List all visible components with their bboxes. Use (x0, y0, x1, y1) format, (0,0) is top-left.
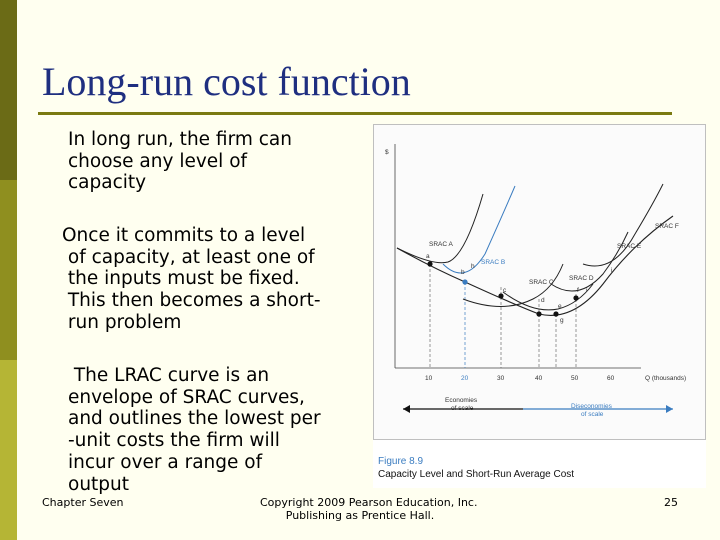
lrac-curve (396, 215, 674, 316)
footer-copyright-line2: Publishing as Prentice Hall. (285, 509, 435, 522)
slide-title: Long-run cost function (42, 59, 411, 104)
left-accent-bar-top (0, 0, 17, 180)
figure-caption: Capacity Level and Short-Run Average Cos… (378, 469, 575, 480)
srac-a-label: SRAC A (429, 241, 454, 248)
point-label: e (558, 303, 562, 310)
x-tick-label: 30 (497, 375, 505, 382)
diseconomies-label-line1: Diseconomies (571, 403, 613, 410)
x-tick-label: 10 (425, 375, 433, 382)
srac-b-label: SRAC B (481, 259, 505, 266)
footer-copyright: Copyright 2009 Pearson Education, Inc. P… (260, 496, 478, 522)
tangency-points (427, 261, 579, 317)
cost-curve-figure: $ Q (thousands) 10 20 30 40 50 60 (373, 124, 706, 488)
figure-number: Figure 8.9 (378, 456, 424, 467)
point-label: d (541, 297, 545, 304)
x-tick-label: 20 (461, 375, 469, 382)
point-label: j (610, 267, 612, 274)
x-tick-label: 50 (571, 375, 579, 382)
x-axis-label: Q (thousands) (645, 375, 686, 382)
point-label: c (503, 287, 507, 294)
diseconomies-arrowhead (666, 405, 673, 413)
point-label: f (577, 287, 579, 294)
y-axis-symbol: $ (385, 149, 389, 156)
srac-curves (396, 183, 664, 311)
economies-label-line2: of scale (451, 405, 474, 412)
paragraph-choose-capacity: In long run, the firm can choose any lev… (68, 129, 292, 194)
diseconomies-label-line2: of scale (581, 411, 604, 418)
left-accent-bar-bottom (0, 360, 17, 540)
point-label: h (471, 263, 475, 270)
paragraph-lrac-envelope: The LRAC curve is an envelope of SRAC cu… (68, 365, 321, 495)
figure-plot-area (373, 124, 706, 440)
point-label: a (426, 253, 430, 260)
left-accent-bar-middle (0, 180, 17, 360)
economies-arrowhead (403, 405, 410, 413)
x-tick-label: 60 (607, 375, 615, 382)
srac-e-label: SRAC E (617, 243, 642, 250)
srac-d-label: SRAC D (569, 275, 594, 282)
title-underline (38, 112, 672, 115)
x-tick-label: 40 (535, 375, 543, 382)
srac-lrac-diagram: $ Q (thousands) 10 20 30 40 50 60 (385, 144, 686, 418)
srac-c-label: SRAC C (529, 279, 554, 286)
footer-copyright-line1: Copyright 2009 Pearson Education, Inc. (260, 496, 478, 509)
economies-label-line1: Economies (445, 397, 478, 404)
paragraph-fixed-input: Once it commits to a level of capacity, … (62, 225, 321, 333)
srac-b-point (462, 279, 468, 285)
point-label: i (586, 287, 587, 294)
footer-chapter: Chapter Seven (42, 496, 124, 509)
srac-b-curve (442, 185, 516, 274)
page-number: 25 (664, 496, 678, 509)
point-label: b (461, 269, 465, 276)
capacity-guide-lines (429, 264, 577, 368)
point-label: g (560, 317, 564, 324)
srac-f-label: SRAC F (655, 223, 679, 230)
